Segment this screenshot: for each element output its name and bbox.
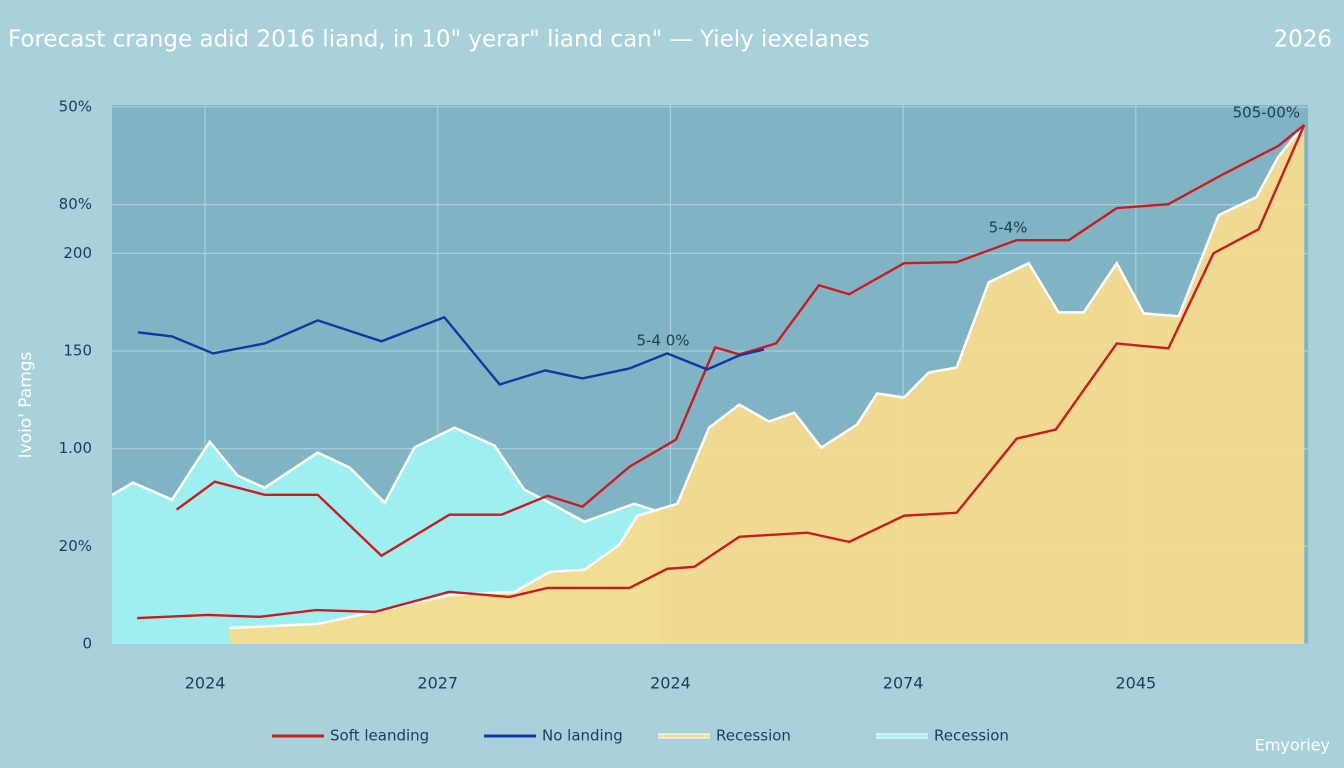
legend-label: Soft leanding bbox=[330, 727, 429, 745]
annotation: 5-4% bbox=[989, 219, 1028, 237]
annotation: 5-4 0% bbox=[636, 332, 689, 350]
y-tick-label: 200 bbox=[63, 244, 92, 262]
y-tick-label: 20% bbox=[59, 537, 92, 555]
y-tick-label: 0 bbox=[82, 635, 92, 653]
corner-label: 2026 bbox=[1273, 27, 1332, 53]
line bbox=[137, 315, 765, 386]
x-tick-label: 2024 bbox=[185, 674, 226, 693]
annotation: 505-00% bbox=[1233, 104, 1300, 122]
area bbox=[229, 124, 1305, 645]
y-tick-label: 50% bbox=[59, 97, 92, 115]
y-tick-label: 150 bbox=[63, 342, 92, 360]
legend-label: Recession bbox=[934, 727, 1009, 745]
y-tick-label: 1.00 bbox=[59, 439, 92, 457]
x-tick-label: 2045 bbox=[1115, 674, 1156, 693]
area-edge bbox=[111, 426, 660, 524]
footer: Emyoriey bbox=[1255, 736, 1330, 755]
legend-label: No landing bbox=[542, 727, 623, 745]
line bbox=[137, 124, 1306, 620]
legend-label: Recession bbox=[716, 727, 791, 745]
area-edge bbox=[229, 124, 1306, 630]
x-tick-label: 2074 bbox=[883, 674, 924, 693]
x-tick-label: 2027 bbox=[417, 674, 458, 693]
chart-title: Forecast crange adid 2016 liand, in 10" … bbox=[8, 27, 869, 53]
x-tick-label: 2024 bbox=[650, 674, 691, 693]
y-axis-label: Ivoio' Pamgs bbox=[16, 351, 36, 458]
y-tick-label: 80% bbox=[59, 195, 92, 213]
